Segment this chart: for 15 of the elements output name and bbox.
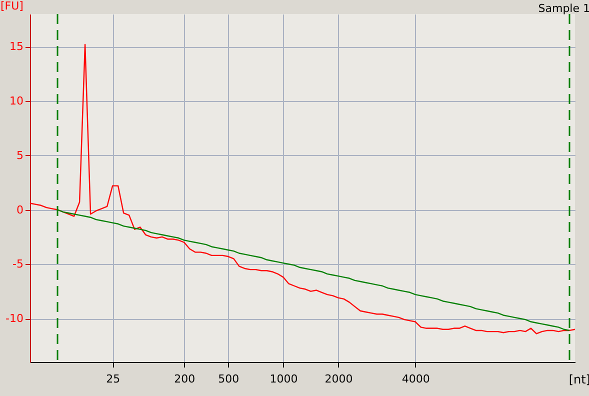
x-tick-label: 200	[174, 372, 196, 386]
y-tick-label: -5	[12, 258, 24, 271]
x-tick-label: 25	[106, 372, 120, 386]
x-tick-label: 4000	[402, 372, 430, 386]
y-tick-label: 10	[10, 94, 24, 108]
x-tick-label: 2000	[324, 372, 353, 386]
chart-title: Sample 1	[538, 2, 589, 15]
line-series	[29, 44, 576, 334]
y-tick-label: -10	[6, 312, 24, 325]
x-tick-label: 500	[218, 372, 240, 386]
x-tick-label: 1000	[270, 372, 298, 386]
y-axis-title: [FU]	[0, 0, 24, 12]
y-tick-label: 15	[10, 40, 24, 54]
y-tick-label: 5	[16, 148, 24, 162]
y-tick-label: 0	[16, 203, 24, 216]
